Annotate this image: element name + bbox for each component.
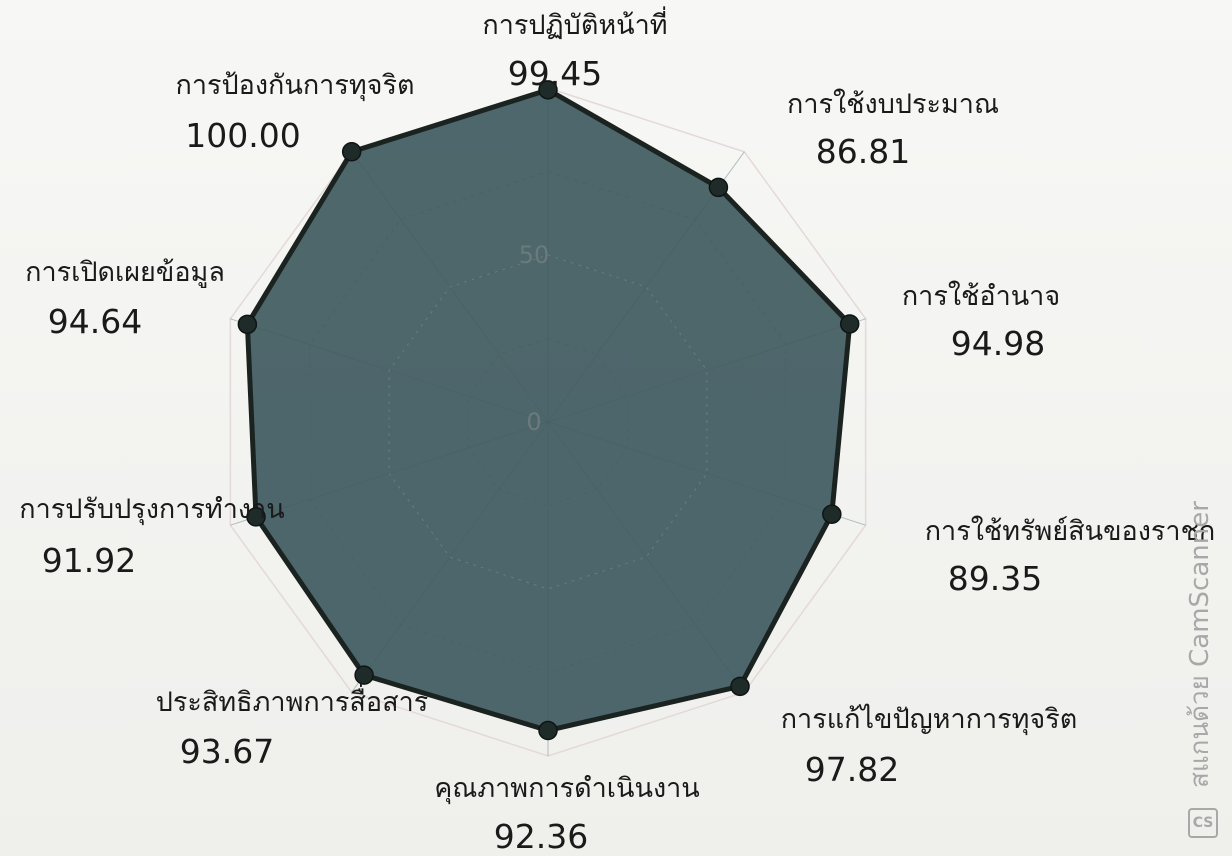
- axis-category-label: การเปิดเผยข้อมูล: [25, 257, 225, 288]
- axis-value-label: 89.35: [948, 559, 1042, 598]
- axis-category-label: การปฏิบัติหน้าที่: [482, 6, 667, 41]
- axis-category-label: การใช้งบประมาณ: [787, 88, 999, 120]
- data-point: [538, 720, 558, 741]
- data-point: [341, 142, 362, 162]
- data-point: [730, 676, 750, 697]
- data-point: [538, 80, 558, 100]
- axis-value-label: 99.45: [508, 54, 602, 93]
- axis-labels: การปฏิบัติหน้าที่ 99.45 การใช้งบประมาณ 86.8…: [19, 6, 1215, 856]
- radial-ticks: 0 50: [519, 241, 550, 436]
- axis-category-label: การแก้ไขปัญหาการทุจริต: [781, 704, 1078, 736]
- series-area: [244, 87, 853, 733]
- radar-markers: [237, 80, 860, 741]
- watermark-text: สแกนด้วย CamScanner: [1185, 501, 1215, 788]
- axis-category-label: การป้องกันการทุจริต: [175, 70, 414, 102]
- data-point: [822, 504, 842, 524]
- axis-category-label: ประสิทธิภาพการสื่อสาร: [156, 683, 429, 718]
- axis-value-label: 92.36: [494, 817, 588, 856]
- camscanner-logo-icon: CS: [1188, 808, 1218, 838]
- camscanner-watermark: สแกนด้วย CamScanner CS: [1180, 422, 1226, 842]
- axis-category-label: การใช้ทรัพย์สินของราชก: [925, 515, 1216, 547]
- axis-value-label: 93.67: [180, 732, 274, 771]
- data-point: [246, 507, 266, 527]
- axis-category-label: คุณภาพการดำเนินงาน: [434, 773, 700, 805]
- radar-area: [244, 87, 853, 733]
- axis-value-label: 97.82: [805, 750, 899, 789]
- axis-value-label: 91.92: [42, 541, 136, 580]
- axis-category-label: การปรับปรุงการทำงาน: [19, 494, 284, 526]
- data-point: [708, 177, 729, 198]
- axis-value-label: 100.00: [185, 116, 300, 155]
- data-point: [839, 314, 860, 334]
- axis-value-label: 86.81: [816, 132, 910, 171]
- data-point: [237, 314, 258, 335]
- radial-tick-label: 0: [526, 408, 541, 436]
- axis-value-label: 94.64: [48, 302, 142, 341]
- axis-value-label: 94.98: [951, 324, 1045, 363]
- data-point: [354, 665, 374, 685]
- radial-tick-label: 50: [519, 241, 550, 269]
- axis-category-label: การใช้อำนาจ: [902, 280, 1060, 312]
